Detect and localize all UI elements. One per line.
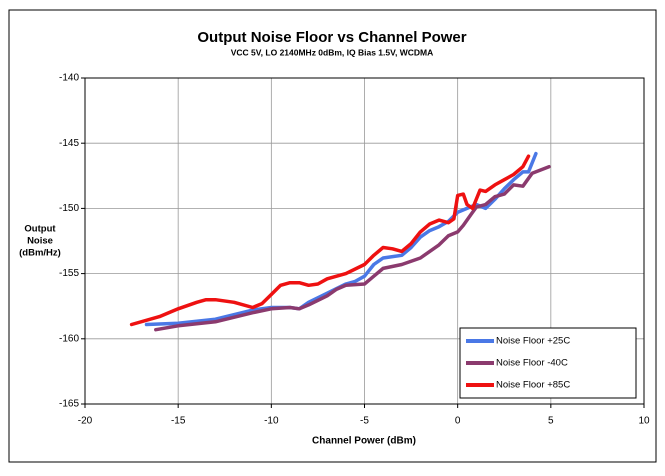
x-tick-label: -10	[264, 416, 279, 427]
y-axis-title: Noise	[27, 236, 53, 247]
chart-title: Output Noise Floor vs Channel Power	[197, 29, 466, 46]
x-tick-label: 5	[548, 416, 554, 427]
y-tick-label: -140	[59, 73, 79, 84]
y-axis-title: Output	[24, 224, 56, 235]
y-tick-label: -160	[59, 333, 79, 344]
series-line	[154, 164, 551, 332]
x-tick-label: 0	[455, 416, 461, 427]
legend-label: Noise Floor -40C	[496, 358, 568, 369]
x-tick-label: -5	[360, 416, 369, 427]
x-tick-label: -15	[171, 416, 186, 427]
chart-subtitle: VCC 5V, LO 2140MHz 0dBm, IQ Bias 1.5V, W…	[231, 47, 434, 57]
plot-border	[84, 77, 645, 405]
y-tick-label: -150	[59, 203, 79, 214]
series-line	[129, 154, 531, 327]
x-tick-label: -20	[78, 416, 93, 427]
y-tick-label: -145	[59, 138, 79, 149]
x-tick-label: 10	[638, 416, 650, 427]
legend-label: Noise Floor +85C	[496, 380, 570, 391]
y-tick-label: -165	[59, 399, 79, 410]
y-tick-label: -155	[59, 268, 79, 279]
x-axis-title: Channel Power (dBm)	[312, 436, 416, 447]
y-axis-title: (dBm/Hz)	[19, 248, 61, 259]
legend-label: Noise Floor +25C	[496, 336, 570, 347]
